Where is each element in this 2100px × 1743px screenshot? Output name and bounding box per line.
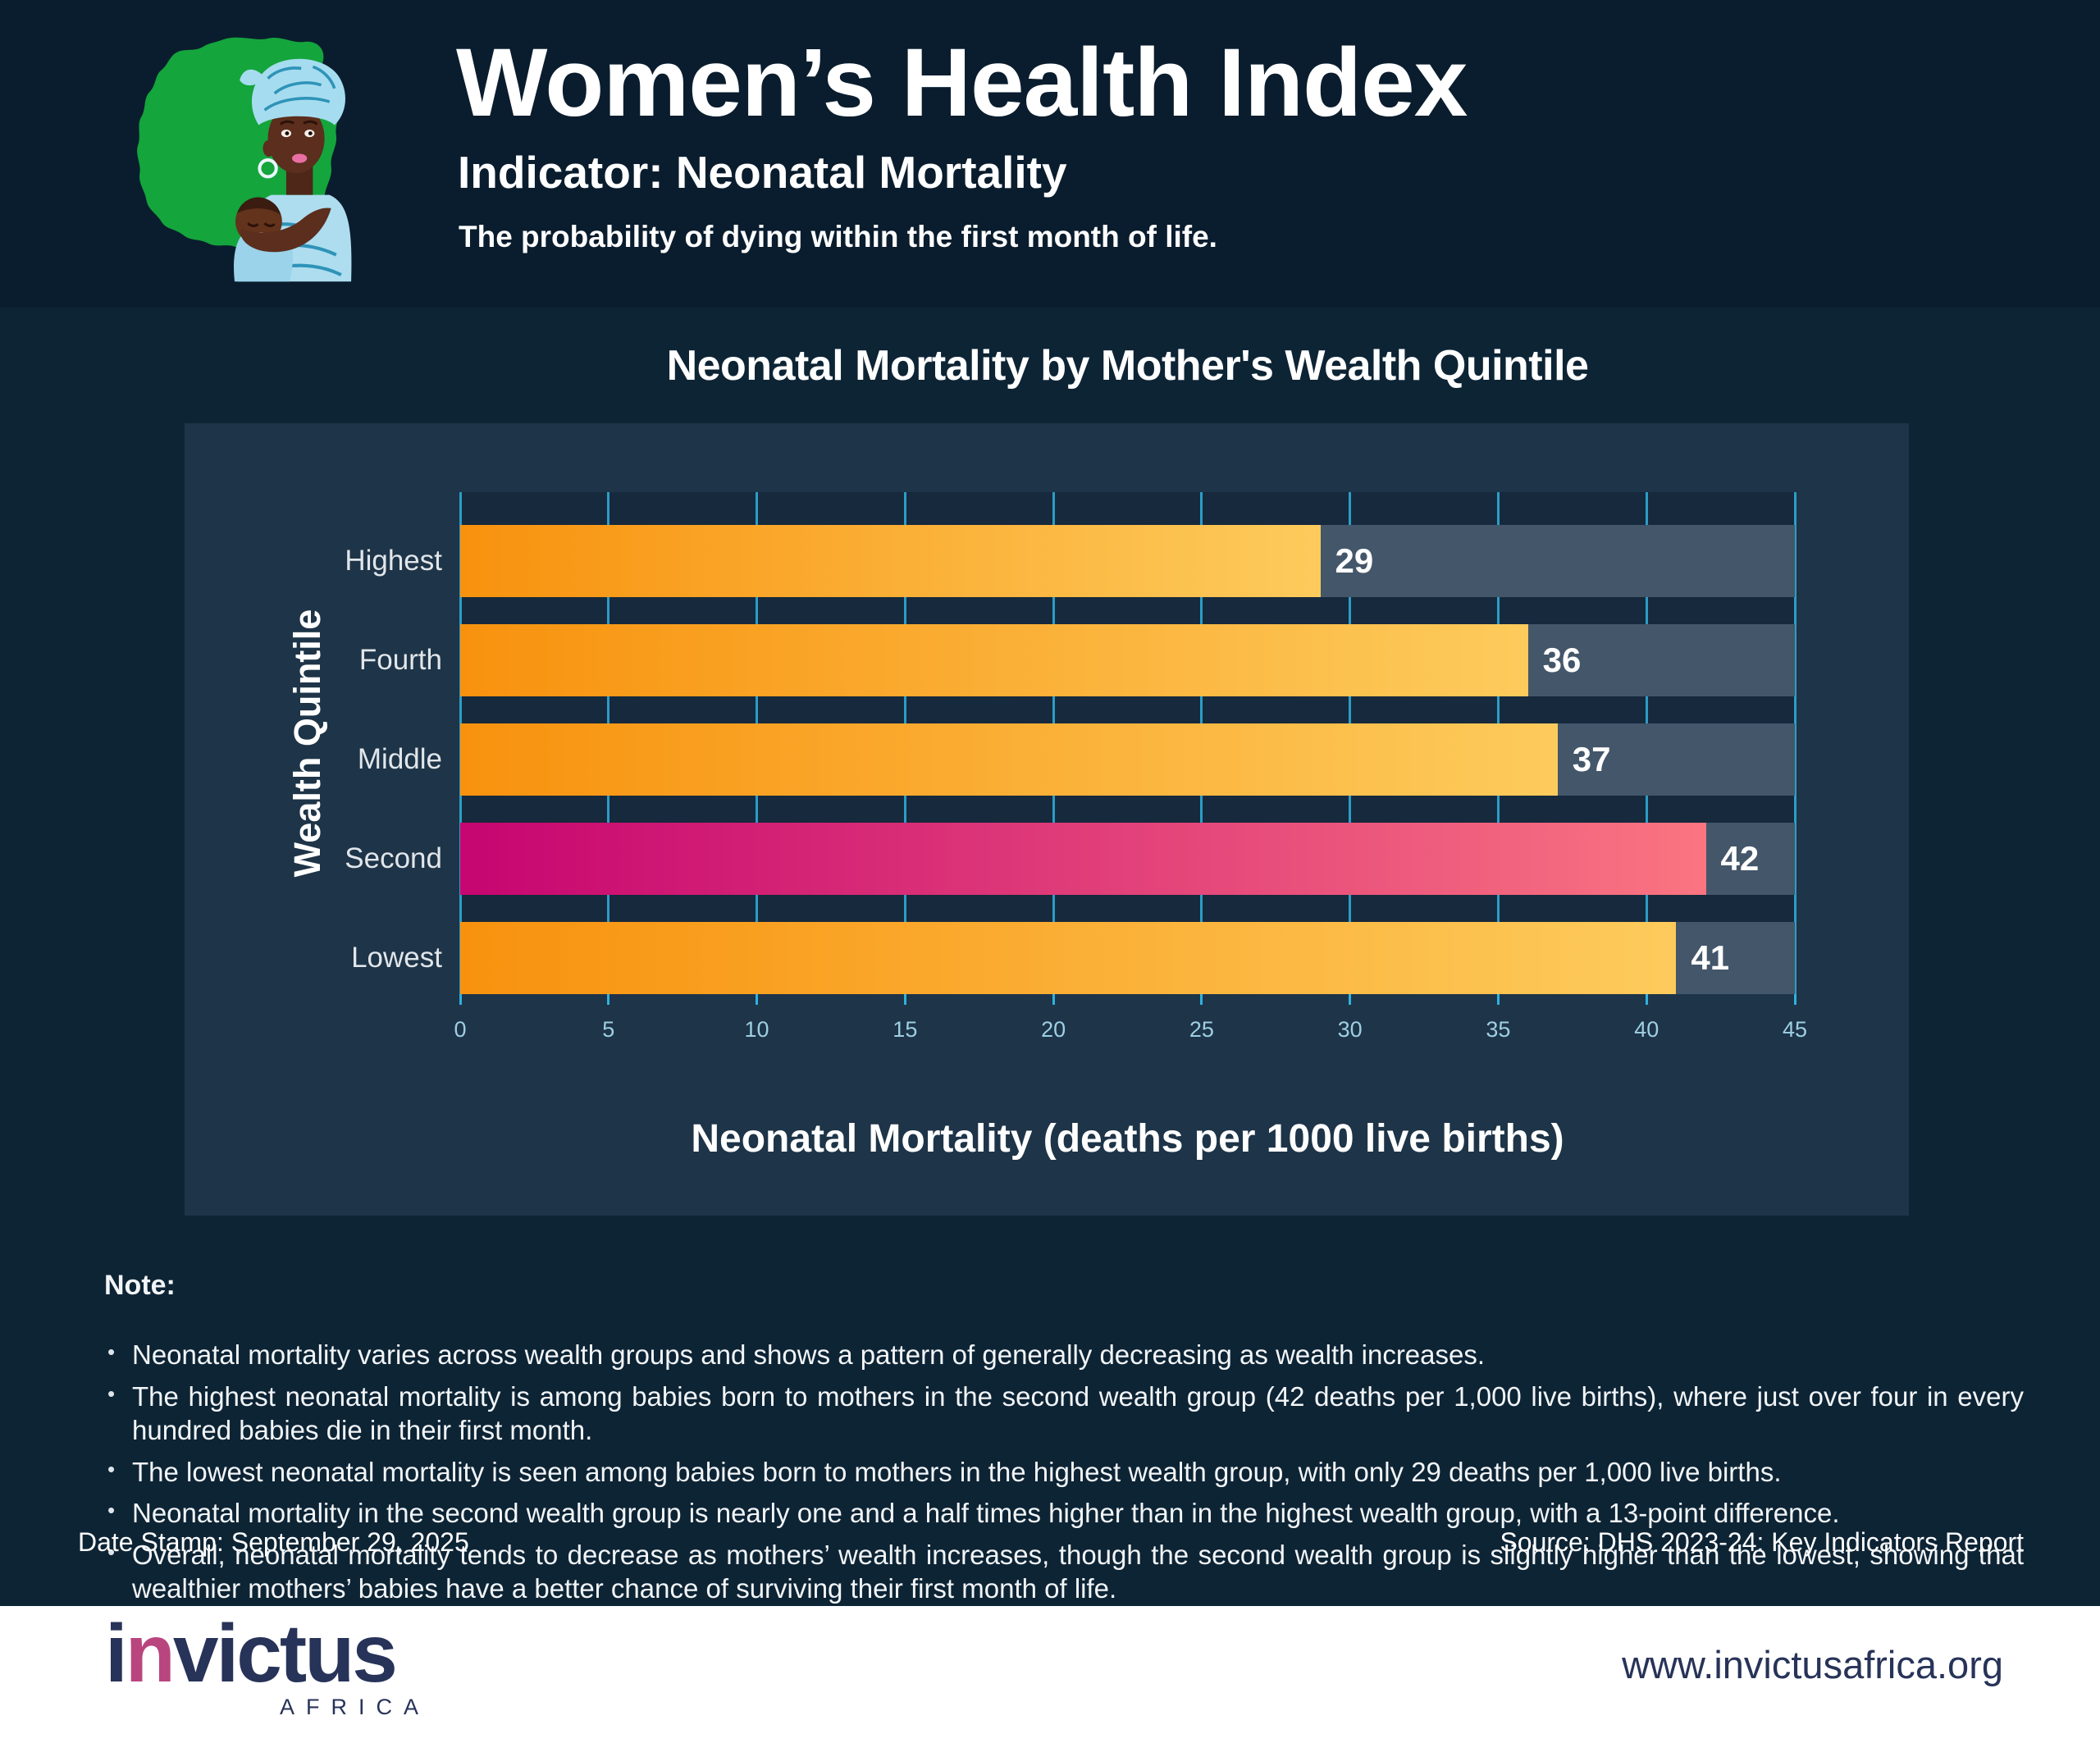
earring-icon bbox=[258, 158, 278, 179]
gridline-x-45 bbox=[1793, 492, 1796, 994]
tickmark-x-10 bbox=[756, 994, 759, 1005]
tick-label-x-30: 30 bbox=[1337, 1017, 1363, 1042]
bar-lowest bbox=[460, 922, 1677, 994]
tick-label-x-5: 5 bbox=[602, 1017, 615, 1042]
page-subtitle: Indicator: Neonatal Mortality bbox=[458, 146, 1067, 198]
x-axis-tick-labels: 0 5 10 15 20 25 30 35 40 45 bbox=[454, 1017, 1807, 1050]
tickmark-x-5 bbox=[607, 994, 610, 1005]
invictus-africa-label: AFRICA bbox=[279, 1695, 430, 1719]
headwrap bbox=[251, 58, 345, 125]
bar-value-middle: 37 bbox=[1572, 740, 1611, 778]
page-title: Women’s Health Index bbox=[456, 29, 1468, 137]
source-label: Source: DHS 2023-24: Key Indicators Repo… bbox=[1500, 1527, 2024, 1557]
notes-section: Note: Neonatal mortality varies across w… bbox=[78, 1270, 2024, 1613]
footer: invictus AFRICA www.invictusafrica.org bbox=[0, 1606, 2100, 1743]
tick-label-x-15: 15 bbox=[892, 1017, 918, 1042]
category-axis: Highest Fourth Middle Second Lowest bbox=[234, 492, 442, 994]
tick-label-x-40: 40 bbox=[1634, 1017, 1659, 1042]
chart-panel: Wealth Quintile Highest Fourth Middle Secon… bbox=[185, 423, 1909, 1216]
bar-second bbox=[460, 823, 1706, 895]
website-url-link[interactable]: www.invictusafrica.org bbox=[1622, 1643, 2003, 1686]
plot-area: 29 36 37 42 41 bbox=[459, 492, 1796, 1005]
bar-value-lowest: 41 bbox=[1691, 938, 1730, 977]
notes-heading: Note: bbox=[104, 1270, 176, 1301]
bar-fourth bbox=[460, 624, 1528, 696]
tickmark-x-35 bbox=[1496, 994, 1500, 1005]
bar-value-fourth: 36 bbox=[1542, 641, 1582, 679]
tickmark-x-15 bbox=[903, 994, 906, 1005]
tick-label-x-10: 10 bbox=[744, 1017, 769, 1042]
category-label-highest: Highest bbox=[345, 545, 442, 577]
date-stamp: Date Stamp: September 29, 2025 bbox=[78, 1527, 469, 1557]
mother-arm bbox=[240, 208, 331, 253]
invictus-wordmark: invictus bbox=[105, 1608, 398, 1700]
header: Women’s Health Index Indicator: Neonatal… bbox=[0, 0, 2100, 308]
category-label-second: Second bbox=[345, 842, 442, 874]
note-bullet-1: Neonatal mortality varies across wealth … bbox=[78, 1338, 2024, 1372]
note-bullet-3: The lowest neonatal mortality is seen am… bbox=[78, 1455, 2024, 1490]
category-label-middle: Middle bbox=[357, 743, 442, 775]
tick-label-x-0: 0 bbox=[454, 1017, 467, 1042]
note-bullet-2: The highest neonatal mortality is among … bbox=[78, 1380, 2024, 1448]
notes-list: Neonatal mortality varies across wealth … bbox=[78, 1338, 2024, 1606]
tick-label-x-20: 20 bbox=[1041, 1017, 1066, 1042]
bar-value-highest: 29 bbox=[1335, 541, 1374, 580]
invictus-n-accent: n bbox=[125, 1608, 176, 1700]
tickmark-x-20 bbox=[1052, 994, 1055, 1005]
tick-label-x-45: 45 bbox=[1782, 1017, 1808, 1042]
note-bullet-4: Neonatal mortality in the second wealth … bbox=[78, 1496, 2024, 1531]
tickmark-x-40 bbox=[1645, 994, 1648, 1005]
meta-row: Date Stamp: September 29, 2025 Source: D… bbox=[78, 1527, 2024, 1558]
bar-value-second: 42 bbox=[1720, 839, 1760, 878]
bar-middle bbox=[460, 723, 1558, 796]
nigeria-map-mother-baby-logo bbox=[137, 37, 352, 282]
tick-label-x-35: 35 bbox=[1486, 1017, 1511, 1042]
tickmark-x-30 bbox=[1349, 994, 1352, 1005]
tickmark-x-45 bbox=[1793, 994, 1796, 1005]
note-bullet-5: Overall, neonatal mortality tends to dec… bbox=[78, 1538, 2024, 1606]
x-axis-title: Neonatal Mortality (deaths per 1000 live… bbox=[691, 1117, 1564, 1161]
tickmark-x-0 bbox=[459, 994, 462, 1005]
chart-title: Neonatal Mortality by Mother's Wealth Qu… bbox=[666, 342, 1589, 390]
tick-label-x-25: 25 bbox=[1189, 1017, 1214, 1042]
tickmark-x-25 bbox=[1200, 994, 1203, 1005]
category-label-lowest: Lowest bbox=[351, 942, 442, 974]
bar-highest bbox=[460, 525, 1321, 597]
mother-lips bbox=[292, 153, 308, 163]
category-label-fourth: Fourth bbox=[358, 644, 442, 676]
invictus-logo: invictus AFRICA bbox=[105, 1613, 433, 1720]
page-tagline: The probability of dying within the firs… bbox=[459, 219, 1217, 253]
